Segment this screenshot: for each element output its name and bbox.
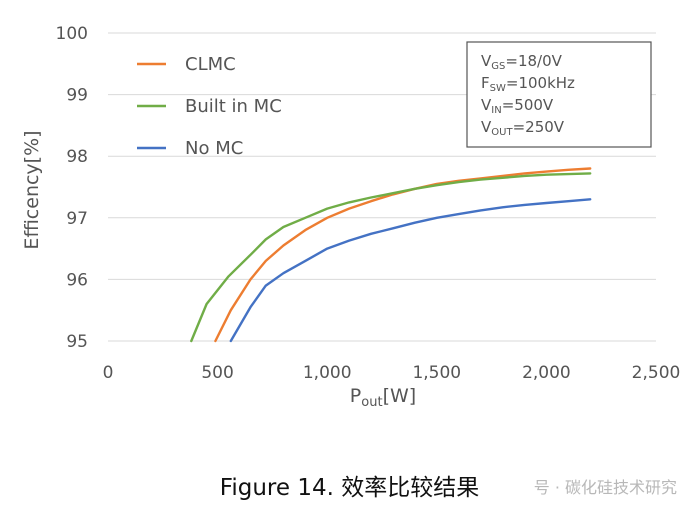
x-axis-title-main: P (350, 385, 361, 407)
legend-label: CLMC (185, 54, 236, 75)
y-tick-label: 100 (56, 24, 88, 44)
x-tick-label: 0 (103, 363, 114, 383)
watermark: 号 · 碳化硅技术研究 (533, 478, 677, 497)
x-tick-label: 1,500 (412, 363, 461, 383)
x-axis-title-sub: out (361, 395, 382, 410)
condition-line: VGS=18/0V (481, 52, 563, 72)
x-axis-title-unit: [W] (383, 385, 417, 407)
x-tick-label: 500 (201, 363, 233, 383)
conditions-border (466, 41, 652, 148)
figure-caption: Figure 14. 效率比较结果 (219, 475, 480, 501)
legend-label: No MC (185, 138, 243, 159)
series-line-no-mc (229, 198, 592, 343)
series-line-clmc (214, 167, 592, 343)
x-axis-title: Pout[W] (350, 385, 416, 410)
y-tick-label: 95 (66, 332, 88, 352)
y-tick-label: 98 (66, 147, 88, 167)
condition-line: VIN=500V (481, 96, 554, 116)
y-tick-label: 99 (66, 86, 88, 106)
x-axis-ticks: 0 500 1,000 1,500 2,000 2,500 (103, 363, 681, 383)
x-tick-label: 1,000 (303, 363, 352, 383)
condition-line: VOUT=250V (481, 118, 565, 138)
y-axis-title: Efficency[%] (21, 130, 43, 249)
y-axis-ticks: 95 96 97 98 99 100 (56, 24, 88, 352)
y-tick-label: 97 (66, 209, 88, 229)
grid-lines (108, 32, 656, 342)
y-tick-label: 96 (66, 270, 88, 290)
x-tick-label: 2,500 (632, 363, 681, 383)
legend-label: Built in MC (185, 96, 282, 117)
series-line-built-in-mc (190, 172, 592, 343)
x-tick-label: 2,000 (522, 363, 571, 383)
condition-line: FSW=100kHz (481, 74, 575, 94)
series-lines (190, 167, 592, 343)
legend: CLMC Built in MC No MC (137, 54, 282, 159)
